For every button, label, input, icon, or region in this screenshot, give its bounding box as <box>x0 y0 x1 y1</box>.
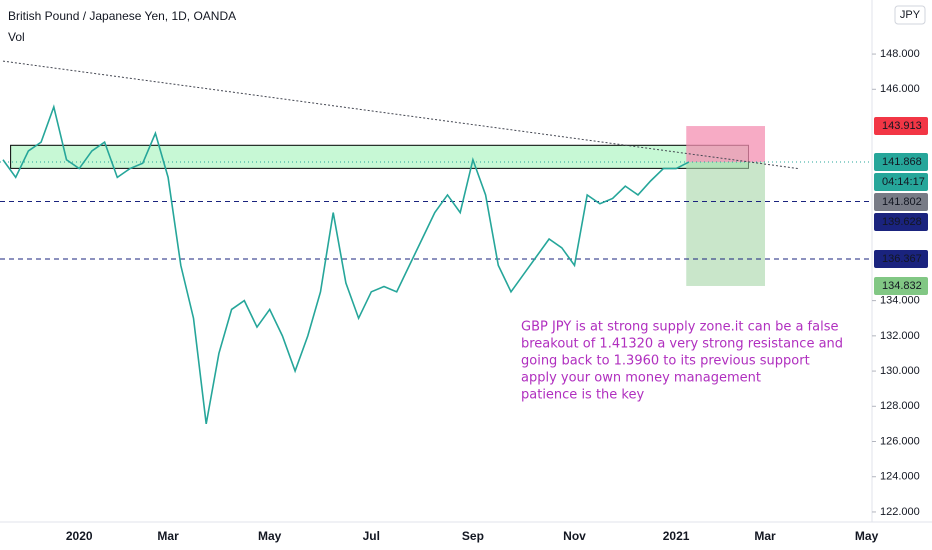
x-tick-label: 2021 <box>663 529 690 543</box>
price-tag <box>874 213 928 232</box>
price-tag-label: 141.868 <box>882 156 922 168</box>
price-tag <box>874 153 928 172</box>
y-tick-label: 134.000 <box>880 295 920 307</box>
x-tick-label: Mar <box>157 529 179 543</box>
countdown-tag <box>874 173 928 192</box>
y-tick-label: 122.000 <box>880 506 920 518</box>
stop-area <box>686 126 765 163</box>
y-tick-label: 132.000 <box>880 330 920 342</box>
price-tag <box>874 117 928 136</box>
y-tick-label: 130.000 <box>880 365 920 377</box>
y-tick-label: 128.000 <box>880 400 920 412</box>
x-tick-label: 2020 <box>66 529 93 543</box>
x-tick-label: May <box>258 529 282 543</box>
trendline <box>2 60 799 170</box>
target-area <box>686 162 765 286</box>
price-tag <box>874 276 928 295</box>
x-tick-label: May <box>855 529 879 543</box>
price-tag-label: 139.628 <box>882 216 922 228</box>
annotation-line: patience is the key <box>521 388 644 403</box>
price-tag <box>874 193 928 212</box>
x-tick-label: Sep <box>462 529 484 543</box>
annotation-line: going back to 1.3960 to its previous sup… <box>521 354 810 369</box>
price-tag-label: 136.367 <box>882 253 922 265</box>
indicator-label: Vol <box>8 30 25 44</box>
price-line <box>2 104 690 425</box>
annotation-line: GBP JPY is at strong supply zone.it can … <box>521 320 838 335</box>
currency-button[interactable] <box>894 5 926 25</box>
y-tick-label: 126.000 <box>880 435 920 447</box>
x-tick-label: Jul <box>363 529 380 543</box>
price-tag <box>874 249 928 268</box>
y-tick-label: 124.000 <box>880 471 920 483</box>
x-tick-label: Nov <box>563 529 586 543</box>
annotation-line: breakout of 1.41320 a very strong resist… <box>521 337 843 352</box>
price-tag-label: 143.913 <box>882 120 922 132</box>
currency-label[interactable]: JPY <box>900 9 921 21</box>
y-tick-label: 148.000 <box>880 48 920 60</box>
supply-zone <box>10 144 749 169</box>
y-tick-label: 146.000 <box>880 83 920 95</box>
price-tag-label: 134.832 <box>882 280 922 292</box>
annotation-line: apply your own money management <box>521 371 761 386</box>
countdown-label: 04:14:17 <box>882 176 925 188</box>
x-tick-label: Mar <box>754 529 776 543</box>
price-tag-label: 141.802 <box>882 196 922 208</box>
chart-title: British Pound / Japanese Yen, 1D, OANDA <box>8 9 236 23</box>
